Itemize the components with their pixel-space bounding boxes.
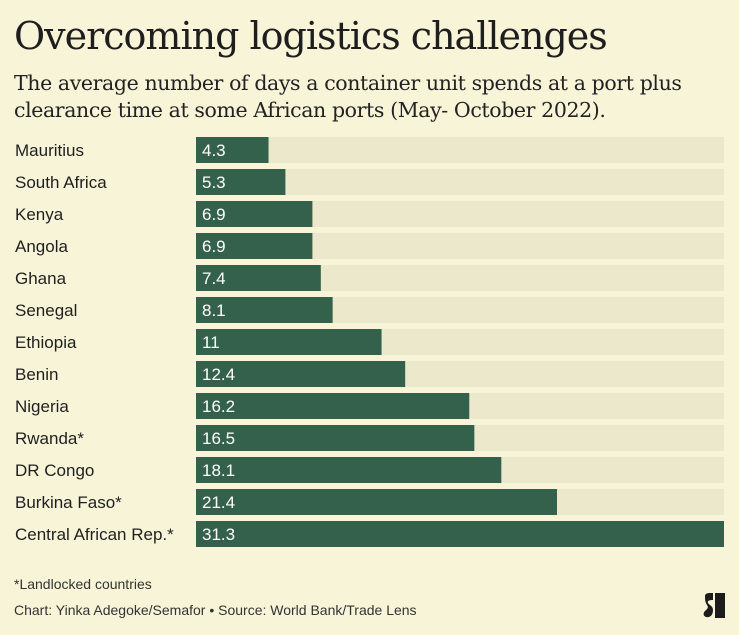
category-label: Benin [15, 365, 58, 384]
bar-row: Benin 12.4 [15, 361, 724, 387]
category-label: Burkina Faso* [15, 493, 122, 512]
value-label: 8.1 [202, 301, 226, 320]
value-label: 21.4 [202, 493, 235, 512]
bar [196, 457, 502, 483]
bar [196, 265, 321, 291]
bar [196, 393, 470, 419]
value-label: 5.3 [202, 173, 226, 192]
bar [196, 489, 557, 515]
category-label: South Africa [15, 173, 107, 192]
bar-row: Central African Rep.* 31.3 [15, 521, 724, 547]
bar [196, 361, 406, 387]
value-label: 4.3 [202, 141, 226, 160]
bar-row: Ghana 7.4 [15, 265, 724, 291]
footnote: *Landlocked countries [14, 576, 152, 592]
category-label: Ethiopia [15, 333, 77, 352]
category-label: Nigeria [15, 397, 69, 416]
category-label: Kenya [15, 205, 64, 224]
bar-row: Ethiopia 11 [15, 329, 724, 355]
bar-row: Angola 6.9 [15, 233, 724, 259]
category-label: Ghana [15, 269, 67, 288]
value-label: 31.3 [202, 525, 235, 544]
bar-row: Rwanda* 16.5 [15, 425, 724, 451]
bar-row: DR Congo 18.1 [15, 457, 724, 483]
semafor-logo-icon [703, 593, 725, 618]
value-label: 16.2 [202, 397, 235, 416]
bar-row: South Africa 5.3 [15, 169, 724, 195]
value-label: 7.4 [202, 269, 226, 288]
bar-row: Burkina Faso* 21.4 [15, 489, 724, 515]
value-label: 16.5 [202, 429, 235, 448]
bar [196, 137, 269, 163]
bar-row: Kenya 6.9 [15, 201, 724, 227]
category-label: Mauritius [15, 141, 84, 160]
category-label: Central African Rep.* [15, 525, 174, 544]
value-label: 18.1 [202, 461, 235, 480]
bar-track [196, 137, 724, 163]
category-label: Angola [15, 237, 68, 256]
bar [196, 201, 313, 227]
bar [196, 425, 475, 451]
bar-row: Senegal 8.1 [15, 297, 724, 323]
category-label: Rwanda* [15, 429, 84, 448]
value-label: 6.9 [202, 205, 226, 224]
chart-subtitle: The average number of days a container u… [14, 71, 682, 122]
source-credit: Chart: Yinka Adegoke/Semafor • Source: W… [14, 602, 417, 618]
bar [196, 297, 333, 323]
value-label: 11 [202, 333, 220, 352]
bar [196, 169, 286, 195]
bar-row: Mauritius 4.3 [15, 137, 724, 163]
bar [196, 329, 382, 355]
bar [196, 521, 724, 547]
category-label: DR Congo [15, 461, 94, 480]
chart-title: Overcoming logistics challenges [14, 14, 608, 58]
value-label: 12.4 [202, 365, 235, 384]
category-label: Senegal [15, 301, 77, 320]
bar-row: Nigeria 16.2 [15, 393, 724, 419]
bar [196, 233, 313, 259]
value-label: 6.9 [202, 237, 226, 256]
